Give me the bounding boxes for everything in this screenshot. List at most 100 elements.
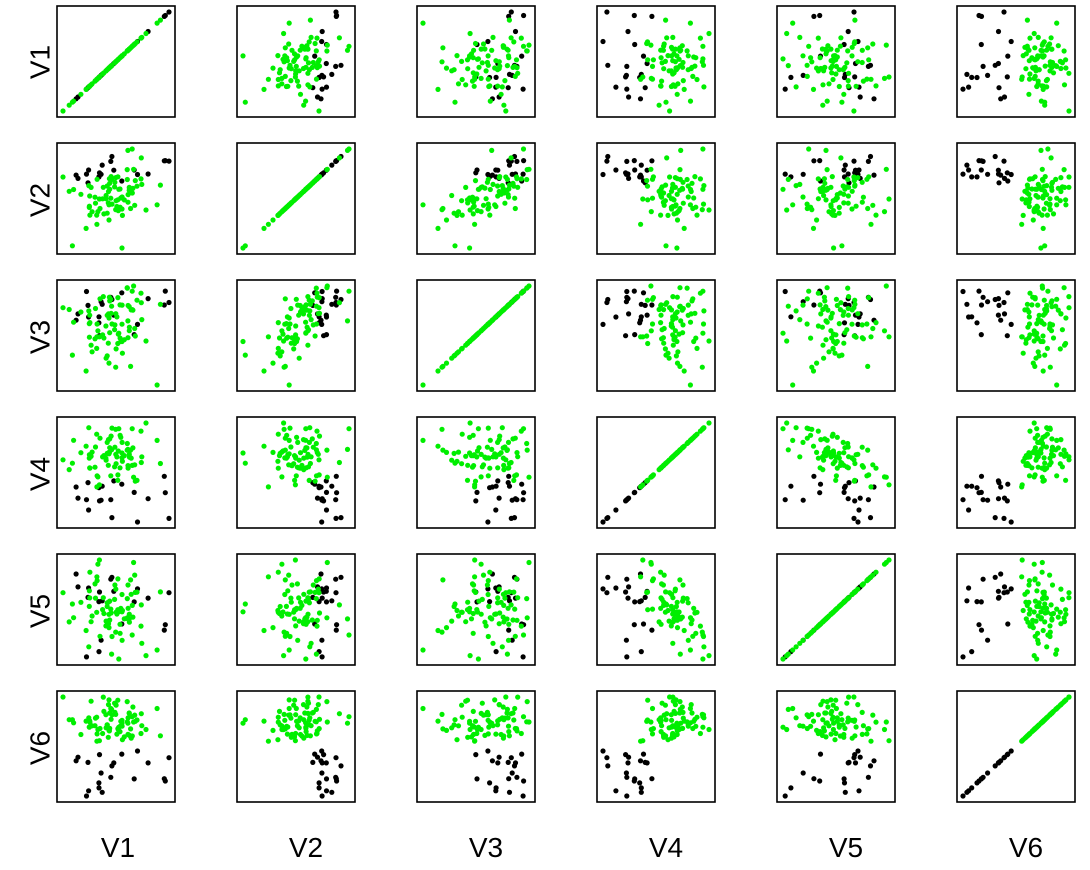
point bbox=[837, 307, 844, 313]
point bbox=[101, 610, 107, 617]
point bbox=[881, 75, 888, 81]
point bbox=[129, 602, 135, 609]
point bbox=[472, 40, 479, 47]
point bbox=[1041, 477, 1047, 483]
point bbox=[985, 637, 991, 643]
point bbox=[115, 477, 121, 483]
point bbox=[1008, 171, 1014, 178]
point bbox=[838, 35, 844, 41]
point bbox=[1001, 94, 1008, 100]
point bbox=[512, 205, 518, 212]
point bbox=[112, 582, 118, 588]
point bbox=[1029, 302, 1035, 308]
point bbox=[782, 793, 788, 799]
point bbox=[294, 581, 300, 587]
point bbox=[296, 457, 302, 463]
point bbox=[520, 497, 526, 503]
point bbox=[487, 98, 493, 104]
point bbox=[1040, 333, 1046, 339]
point bbox=[873, 719, 879, 725]
point bbox=[480, 462, 487, 468]
point bbox=[829, 70, 835, 76]
point bbox=[855, 59, 861, 65]
point bbox=[483, 196, 489, 202]
point bbox=[487, 569, 493, 575]
point bbox=[1039, 569, 1045, 575]
point bbox=[128, 307, 134, 313]
point bbox=[1026, 91, 1032, 97]
point bbox=[676, 331, 682, 337]
point bbox=[694, 76, 700, 83]
point bbox=[312, 53, 318, 59]
point bbox=[107, 436, 113, 442]
point bbox=[124, 699, 130, 705]
point bbox=[676, 56, 682, 62]
point bbox=[656, 102, 662, 108]
point bbox=[826, 81, 832, 87]
point bbox=[1027, 428, 1033, 434]
point bbox=[1047, 325, 1053, 332]
point bbox=[346, 714, 352, 720]
point bbox=[96, 752, 103, 758]
point bbox=[680, 595, 686, 601]
point bbox=[316, 694, 322, 700]
point bbox=[286, 437, 292, 443]
point bbox=[443, 217, 450, 223]
point bbox=[820, 619, 826, 625]
point bbox=[294, 78, 300, 84]
point bbox=[1033, 725, 1039, 731]
point bbox=[86, 425, 92, 431]
point bbox=[117, 432, 123, 438]
point bbox=[439, 711, 445, 718]
point bbox=[780, 656, 786, 662]
point bbox=[314, 94, 321, 100]
point bbox=[484, 582, 490, 588]
point bbox=[524, 440, 530, 447]
point bbox=[659, 194, 665, 200]
point bbox=[797, 181, 803, 187]
point bbox=[71, 437, 77, 443]
point bbox=[301, 307, 307, 313]
point bbox=[1061, 167, 1067, 173]
point bbox=[294, 336, 300, 342]
point bbox=[644, 39, 651, 45]
point bbox=[128, 735, 134, 741]
point bbox=[284, 314, 290, 320]
point bbox=[637, 96, 644, 102]
point bbox=[1049, 436, 1055, 442]
point bbox=[681, 368, 687, 374]
point bbox=[613, 585, 619, 591]
point bbox=[1036, 210, 1042, 216]
point bbox=[870, 712, 876, 718]
point bbox=[644, 183, 651, 189]
point bbox=[852, 17, 858, 23]
point bbox=[512, 633, 518, 639]
point bbox=[658, 212, 664, 218]
point bbox=[674, 65, 680, 71]
point bbox=[310, 759, 316, 766]
point bbox=[815, 196, 822, 202]
point bbox=[964, 598, 970, 604]
point bbox=[788, 314, 794, 320]
point bbox=[823, 337, 829, 343]
point bbox=[286, 20, 292, 26]
point bbox=[312, 333, 318, 339]
point bbox=[119, 717, 125, 723]
row-label-v6: V6 bbox=[24, 731, 55, 765]
point bbox=[487, 599, 493, 605]
point bbox=[485, 176, 491, 182]
point bbox=[828, 203, 834, 210]
point bbox=[677, 304, 683, 310]
point bbox=[75, 495, 81, 501]
point bbox=[804, 62, 810, 68]
panel-v5-vs-v2 bbox=[236, 553, 356, 666]
point bbox=[484, 444, 490, 450]
point bbox=[980, 497, 986, 503]
point bbox=[834, 47, 840, 53]
point bbox=[845, 200, 851, 206]
point bbox=[321, 498, 327, 504]
point bbox=[672, 328, 679, 334]
point bbox=[784, 653, 790, 659]
point bbox=[463, 82, 469, 88]
point bbox=[134, 519, 141, 525]
